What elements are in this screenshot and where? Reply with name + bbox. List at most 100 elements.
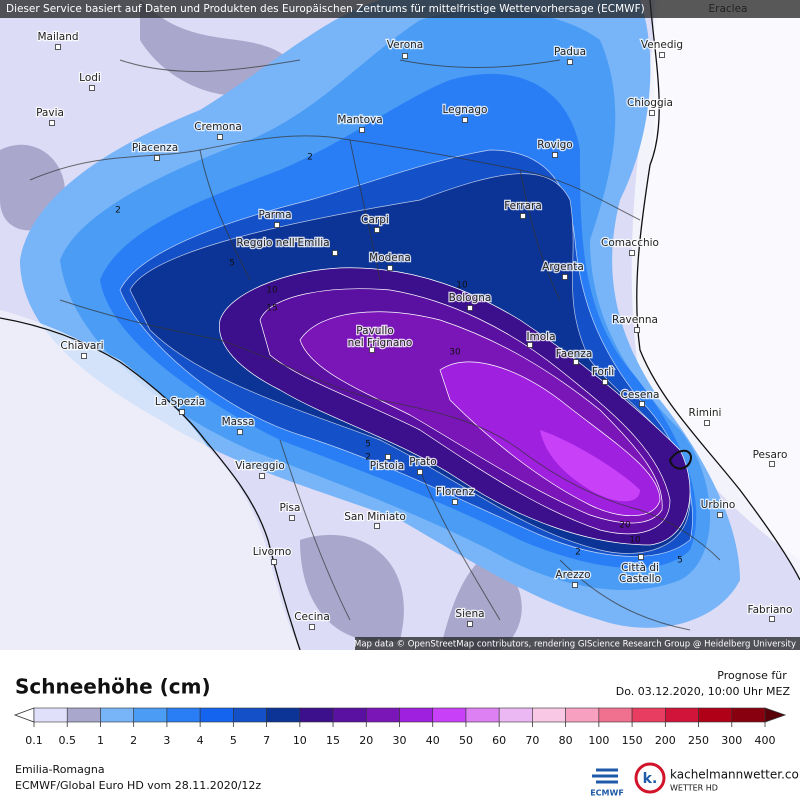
city-label: Urbino — [701, 499, 736, 511]
legend-swatch — [731, 707, 766, 723]
legend-swatch — [432, 707, 467, 723]
city-marker — [552, 152, 558, 158]
city-label: Pavullo — [356, 325, 393, 337]
city-marker — [467, 305, 473, 311]
legend-label: 40 — [426, 734, 440, 747]
legend-swatch — [233, 707, 267, 723]
legend-swatch — [365, 707, 400, 723]
city-marker — [179, 409, 185, 415]
snow-area — [540, 430, 640, 502]
city-marker — [717, 512, 723, 518]
city-marker — [639, 401, 645, 407]
city-marker — [649, 110, 655, 116]
city-label: Ferrara — [504, 200, 542, 212]
legend-label: 150 — [622, 734, 643, 747]
city-label: Pistoia — [370, 460, 404, 472]
city-label: Verona — [387, 39, 423, 51]
ecmwf-logo: ECMWF — [590, 789, 624, 798]
city-label: San Miniato — [344, 511, 406, 523]
city-label: Massa — [222, 416, 255, 428]
city-label: Pavia — [36, 107, 64, 119]
legend-swatch — [399, 707, 434, 723]
city-label: Pisa — [280, 502, 301, 514]
city-label: Arezzo — [555, 569, 590, 581]
city-label: Reggio nell'Emilia — [236, 237, 329, 249]
city-marker — [237, 429, 243, 435]
legend-label: 0.5 — [58, 734, 76, 747]
city-label: Viareggio — [235, 460, 285, 472]
forecast-label: Prognose für — [717, 669, 787, 682]
city-marker — [467, 621, 473, 627]
city-marker — [769, 616, 775, 622]
city-marker — [462, 117, 468, 123]
city-marker — [309, 624, 315, 630]
city-label: La Spezia — [155, 396, 205, 408]
contour-label: 5 — [229, 259, 235, 269]
city-label: Venedig — [641, 39, 683, 51]
city-marker — [629, 250, 635, 256]
contour-label: 5 — [365, 440, 371, 450]
city-label: Parma — [258, 209, 291, 221]
city-marker — [769, 461, 775, 467]
legend-label: 30 — [393, 734, 407, 747]
brand-icon: k. — [643, 771, 658, 787]
forecast-time: Do. 03.12.2020, 10:00 Uhr MEZ — [616, 685, 791, 698]
legend-swatch — [133, 707, 168, 723]
city-marker — [634, 327, 640, 333]
city-marker — [89, 85, 95, 91]
legend-label: 50 — [459, 734, 473, 747]
disclaimer-bar — [0, 0, 800, 18]
city-label: Comacchio — [601, 237, 659, 249]
legend-swatch — [498, 707, 533, 723]
legend-label: 80 — [559, 734, 573, 747]
ecmwf-icon — [592, 768, 618, 784]
contour-label: 2 — [365, 453, 371, 463]
city-marker — [274, 222, 280, 228]
city-label: Mailand — [37, 31, 78, 43]
city-label: Prato — [409, 456, 436, 468]
legend-swatch — [532, 707, 566, 723]
legend-above — [764, 707, 787, 723]
city-label: Lodi — [79, 72, 101, 84]
legend-label: 100 — [588, 734, 609, 747]
legend-label: 70 — [525, 734, 539, 747]
legend-title: Schneehöhe (cm) — [15, 675, 211, 699]
city-marker — [452, 499, 458, 505]
city-marker — [602, 379, 608, 385]
city-marker — [259, 473, 265, 479]
city-label: Rimini — [689, 407, 722, 419]
legend-swatch — [332, 707, 367, 723]
city-label: Argenta — [542, 261, 584, 273]
city-marker — [659, 52, 665, 58]
city-marker — [417, 469, 423, 475]
footer-region: Emilia-Romagna — [15, 763, 105, 776]
legend-swatch — [665, 707, 699, 723]
city-label: Ravenna — [612, 314, 658, 326]
city-marker — [562, 274, 568, 280]
city-label: Città di — [621, 562, 659, 574]
city-marker — [332, 250, 338, 256]
city-label: Modena — [369, 252, 411, 264]
footer-model: ECMWF/Global Euro HD vom 28.11.2020/12z — [15, 779, 261, 792]
city-marker — [572, 582, 578, 588]
legend-label: 15 — [326, 734, 340, 747]
city-marker — [567, 59, 573, 65]
city-label: Bologna — [449, 292, 492, 304]
sea — [0, 310, 300, 650]
legend-label: 1 — [97, 734, 104, 747]
city-label: nel Frignano — [348, 337, 413, 349]
contour-label: 30 — [449, 348, 461, 358]
legend-label: 4 — [197, 734, 204, 747]
legend-swatch — [100, 707, 134, 723]
brand-sub: WETTER HD — [670, 784, 718, 793]
city-label: Castello — [619, 573, 661, 585]
contour-label: 10 — [266, 286, 278, 296]
snow-area — [0, 0, 522, 650]
contour-label: 2 — [307, 153, 313, 163]
legend-swatch — [33, 707, 68, 723]
city-label: Faenza — [556, 348, 593, 360]
coastline — [0, 0, 800, 650]
legend-swatch — [266, 707, 301, 723]
legend-swatch — [698, 707, 733, 723]
legend-label: 20 — [359, 734, 373, 747]
